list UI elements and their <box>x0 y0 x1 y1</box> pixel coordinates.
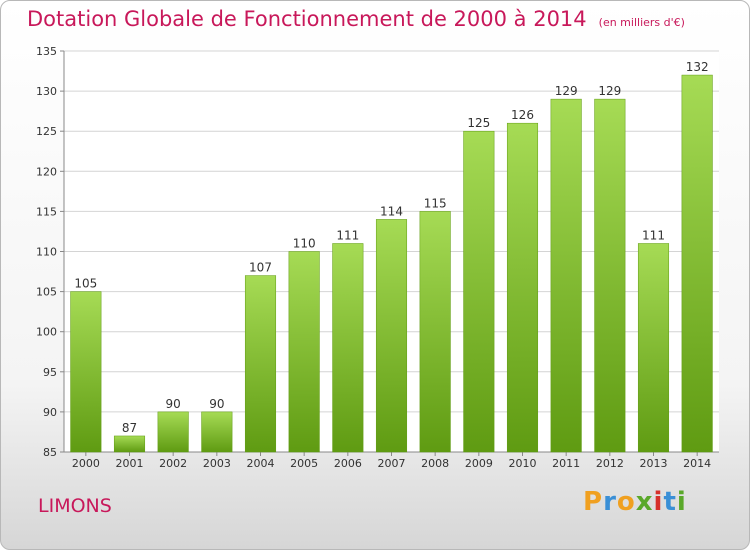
value-label: 125 <box>467 116 490 130</box>
logo-letter: P <box>583 487 604 517</box>
value-label: 111 <box>336 228 359 242</box>
logo-letter: t <box>663 487 677 517</box>
bars <box>70 74 713 453</box>
value-label: 129 <box>598 84 621 98</box>
bar <box>332 243 364 453</box>
bar <box>113 435 146 453</box>
bar <box>70 291 102 453</box>
bar <box>375 219 408 453</box>
y-tick-label: 115 <box>36 205 57 218</box>
logo-letter: r <box>603 487 617 517</box>
value-label: 111 <box>642 228 665 242</box>
y-tick-label: 110 <box>36 246 57 259</box>
title-text: Dotation Globale de Fonctionnement de 20… <box>27 7 587 31</box>
x-tick-label: 2014 <box>683 457 711 470</box>
bar <box>506 122 539 453</box>
bar <box>419 211 451 453</box>
bar <box>594 98 626 453</box>
proxiti-logo: Proxiti <box>583 487 687 517</box>
y-tick-label: 130 <box>36 85 57 98</box>
value-label: 107 <box>249 261 272 275</box>
x-tick-label: 2005 <box>290 457 318 470</box>
x-tick-label: 2013 <box>640 457 668 470</box>
bar <box>463 130 495 453</box>
bar <box>637 243 670 453</box>
y-tick-label: 125 <box>36 125 57 138</box>
value-label: 105 <box>74 277 97 291</box>
y-tick-label: 120 <box>36 165 57 178</box>
y-tick-label: 135 <box>36 45 57 58</box>
y-tick-label: 90 <box>43 406 57 419</box>
value-label: 132 <box>686 60 709 74</box>
x-tick-label: 2010 <box>509 457 537 470</box>
chart-subtitle: (en milliers d'€) <box>598 16 685 29</box>
value-label: 126 <box>511 108 534 122</box>
x-tick-label: 2003 <box>203 457 231 470</box>
x-tick-label: 2001 <box>116 457 144 470</box>
x-tick-label: 2008 <box>421 457 449 470</box>
x-tick-label: 2004 <box>247 457 275 470</box>
value-label: 110 <box>293 237 316 251</box>
logo-letter: x <box>635 487 654 517</box>
value-label: 114 <box>380 204 403 218</box>
bar <box>201 411 233 453</box>
chart-title: Dotation Globale de Fonctionnement de 20… <box>27 7 685 31</box>
x-tick-label: 2009 <box>465 457 493 470</box>
logo-letter: i <box>676 487 687 517</box>
x-tick-label: 2011 <box>552 457 580 470</box>
value-label: 87 <box>122 421 137 435</box>
bar <box>681 74 713 453</box>
value-label: 90 <box>166 397 181 411</box>
bar <box>244 275 277 453</box>
town-name: LIMONS <box>38 495 112 517</box>
y-tick-label: 105 <box>36 286 57 299</box>
x-tick-label: 2002 <box>159 457 187 470</box>
x-tick-label: 2000 <box>72 457 100 470</box>
value-label: 115 <box>424 196 447 210</box>
y-tick-label: 100 <box>36 326 57 339</box>
y-tick-label: 95 <box>43 366 57 379</box>
x-tick-label: 2012 <box>596 457 624 470</box>
bar <box>288 251 320 453</box>
bar <box>157 411 189 453</box>
logo-letter: o <box>616 487 636 517</box>
labels: 85 90 95 100 105 110 115 120 125 130 135 105 2000 87 2… <box>36 45 711 470</box>
y-tick-label: 85 <box>43 446 57 459</box>
value-label: 90 <box>209 397 224 411</box>
value-label: 129 <box>555 84 578 98</box>
bar <box>550 98 582 453</box>
x-tick-label: 2006 <box>334 457 362 470</box>
x-tick-label: 2007 <box>378 457 406 470</box>
logo-letter: i <box>653 487 664 517</box>
